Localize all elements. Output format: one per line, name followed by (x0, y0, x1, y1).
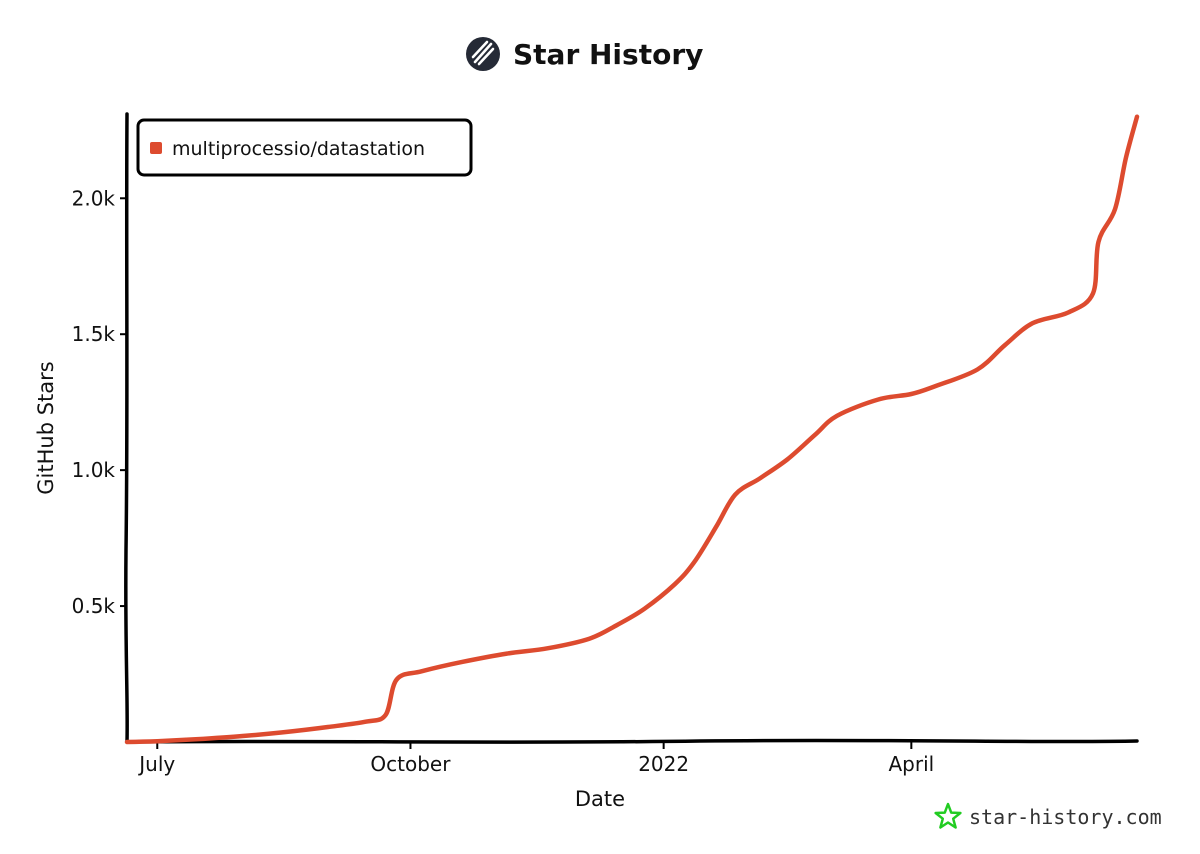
y-tick-label: 2.0k (72, 186, 116, 210)
y-tick-label: 1.5k (72, 322, 116, 346)
y-axis-label: GitHub Stars (34, 361, 58, 494)
legend-entry: multiprocessio/datastation (172, 138, 425, 160)
y-tick-label: 0.5k (72, 594, 116, 618)
star-outline-icon (934, 802, 962, 829)
series-group (124, 114, 1140, 745)
x-tick-label: April (888, 752, 934, 776)
y-axis-line (124, 112, 129, 744)
watermark-text: star-history.com (969, 805, 1162, 829)
x-tick-label: 2022 (638, 752, 689, 776)
x-axis-label: Date (575, 787, 625, 811)
y-tick-label: 1.0k (72, 458, 116, 482)
x-axis-line (125, 738, 1139, 744)
x-tick-label: July (137, 752, 175, 776)
watermark: star-history.com (934, 802, 1162, 829)
star-outline-shape (934, 802, 962, 829)
chart-title: Star History (513, 38, 703, 71)
y-axis-ticks: 0.5k 1.0k 1.5k 2.0k (72, 186, 127, 618)
legend: multiprocessio/datastation (136, 118, 473, 177)
x-tick-label: October (370, 752, 451, 776)
series-line (124, 114, 1140, 745)
legend-swatch (150, 142, 162, 154)
chart-title-group: Star History (466, 37, 703, 71)
x-axis-ticks: July October 2022 April (137, 742, 934, 776)
star-history-logo-icon (466, 37, 500, 71)
legend-box (136, 118, 473, 177)
